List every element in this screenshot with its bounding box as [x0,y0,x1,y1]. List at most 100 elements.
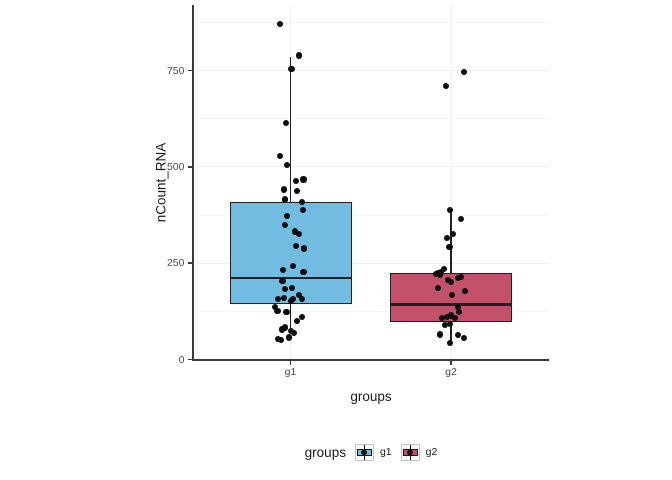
data-point [447,312,455,319]
data-point [281,285,289,292]
y-tick-label: 500 [166,160,185,173]
data-point [274,295,282,303]
lower-whisker [450,321,452,344]
data-point [276,152,284,159]
data-point [277,337,285,344]
y-tick-mark [188,262,193,264]
data-point [280,294,288,301]
data-point [446,243,453,251]
data-point [299,206,307,214]
x-tick-mark [289,360,292,365]
data-point [276,21,284,28]
boxplot-key-icon [400,443,420,461]
data-point [279,277,286,284]
data-point [279,267,287,274]
x-tick-label: g2 [445,366,457,378]
category-gridline [450,5,452,360]
legend-title: groups [304,444,346,460]
legend-label-g2: g2 [425,446,438,458]
data-point [289,262,297,269]
data-point [298,198,306,205]
median-g1 [229,276,352,280]
data-point [292,242,300,249]
data-point [281,196,289,203]
legend: groups g1 g2 [193,439,549,465]
data-point [295,230,303,237]
minor-gridline [194,214,549,216]
legend-entry-g1: g1 [354,443,392,461]
y-tick-label: 250 [166,257,185,270]
data-point [440,265,448,273]
data-point [283,213,291,220]
legend-entry-g2: g2 [400,443,438,461]
data-point [447,278,455,286]
data-point [454,331,462,338]
x-tick-mark [450,360,452,365]
data-point [293,317,301,325]
data-point [455,308,463,315]
legend-label-g1: g1 [379,446,392,458]
data-point [288,66,295,73]
data-point [287,297,295,305]
data-point [446,206,454,214]
data-point [443,234,451,241]
data-point [443,313,451,320]
y-tick-label: 0 [178,353,185,366]
y-tick-mark [188,69,193,72]
data-point [441,321,449,328]
major-gridline [194,262,549,264]
data-point [281,221,289,228]
data-point [449,230,457,237]
data-point [291,228,299,235]
data-point [295,52,303,59]
y-axis-title: nCount_RNA [153,142,169,222]
data-point [460,335,468,342]
data-point [448,292,456,299]
data-point [274,308,281,315]
data-point [295,291,303,298]
data-point [451,315,459,322]
x-axis-title: groups [350,389,392,404]
data-point [290,330,298,337]
y-axis-line [192,5,194,360]
data-point [436,272,444,279]
data-point [298,296,306,303]
upper-whisker [289,56,292,202]
data-point [436,331,444,338]
data-point [300,268,307,275]
upper-whisker [450,209,452,273]
data-point [300,245,308,252]
x-tick-label: g1 [284,366,297,378]
data-point [461,287,469,294]
data-point [283,162,291,169]
y-tick-label: 750 [166,64,185,77]
lower-whisker [289,303,292,328]
data-point [457,273,465,281]
data-point [442,82,450,89]
x-axis-line [192,359,550,361]
data-point [298,313,306,320]
major-gridline [194,166,549,168]
data-point [281,324,289,331]
data-point [460,68,468,75]
y-tick-mark [188,166,193,168]
data-point [434,284,442,291]
data-point [288,284,296,291]
data-point [438,314,446,321]
data-point [446,340,454,347]
data-point [457,215,465,222]
boxplot-key-icon [354,443,374,461]
data-point [446,320,454,328]
data-point [280,186,288,193]
minor-gridline [194,118,549,120]
minor-gridline [194,21,549,23]
major-gridline [194,70,549,71]
data-point [300,176,307,183]
data-point [293,188,301,195]
minor-gridline [194,310,549,312]
data-point [285,334,293,341]
median-g2 [390,303,512,307]
data-point [271,303,279,310]
